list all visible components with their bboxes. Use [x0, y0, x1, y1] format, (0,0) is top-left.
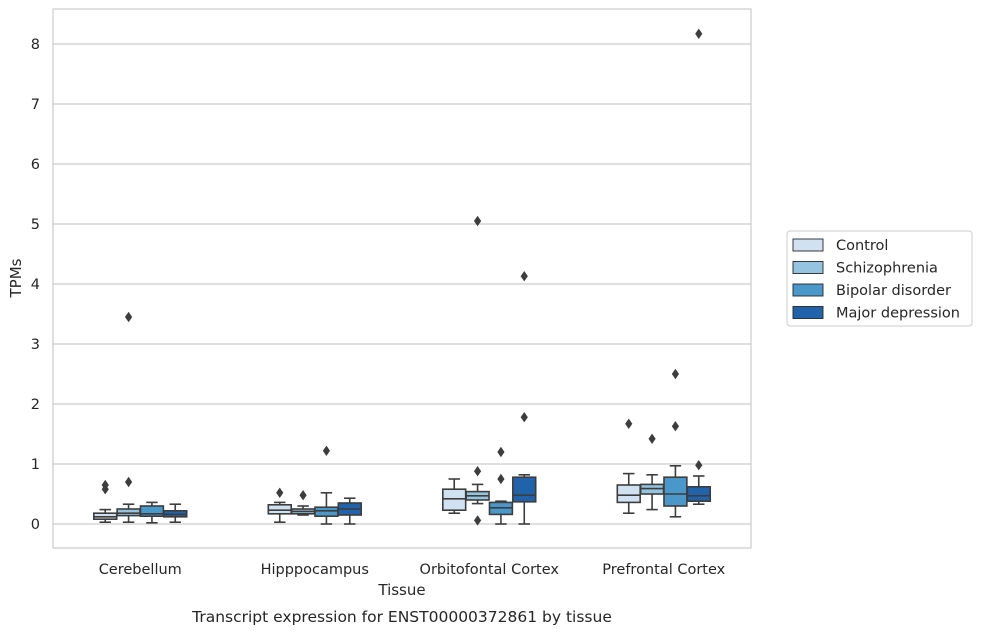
outlier-point: [473, 215, 482, 227]
y-tick-label: 4: [31, 277, 40, 293]
outlier-point: [648, 433, 656, 444]
legend-label: Control: [836, 238, 888, 254]
outlier-point: [497, 446, 505, 458]
legend-label: Bipolar disorder: [836, 283, 951, 299]
boxplot-major-depression: [163, 503, 188, 524]
box: [663, 476, 688, 507]
outlier-point: [473, 515, 482, 526]
boxplot-bipolar-disorder: [314, 445, 339, 525]
outlier-point: [101, 479, 109, 491]
y-tick-label: 7: [31, 97, 40, 113]
boxplot-major-depression: [686, 28, 711, 506]
legend-frame: [786, 230, 973, 327]
chart-caption: Transcript expression for ENST0000037286…: [191, 608, 612, 626]
y-axis-label: TPMs: [7, 258, 25, 298]
outlier-point: [124, 311, 133, 323]
boxplot-bipolar-disorder: [488, 446, 514, 525]
box: [116, 508, 141, 517]
legend-label: Major depression: [836, 306, 960, 322]
boxplot-control: [93, 479, 118, 524]
outlier-point: [473, 466, 482, 477]
y-tick-label: 0: [31, 517, 40, 533]
boxplot-control: [267, 487, 292, 524]
y-tick-label: 2: [31, 397, 40, 413]
boxplot-major-depression: [337, 497, 362, 525]
boxplot-bipolar-disorder: [663, 368, 688, 518]
boxplot-schizophrenia: [465, 215, 490, 526]
boxplot-control: [616, 418, 641, 515]
boxplot-schizophrenia: [290, 490, 316, 516]
outlier-point: [625, 418, 633, 429]
boxplot-schizophrenia: [116, 311, 141, 524]
legend-swatch: [792, 261, 824, 274]
legend-swatch: [792, 238, 824, 252]
box: [314, 506, 339, 518]
y-tick-label: 5: [31, 217, 40, 233]
legend-swatch: [792, 283, 824, 297]
outlier-point: [322, 445, 331, 456]
legend-label: Schizophrenia: [836, 261, 938, 277]
outlier-point: [276, 487, 284, 498]
y-tick-label: 3: [31, 337, 40, 353]
outlier-point: [695, 460, 703, 471]
outlier-point: [299, 490, 307, 501]
box: [442, 488, 467, 512]
x-tick-label: Hipppocampus: [261, 562, 369, 578]
y-tick-label: 8: [31, 37, 40, 53]
x-axis-label: Tissue: [377, 581, 425, 599]
x-tick-label: Prefrontal Cortex: [602, 562, 725, 578]
boxplot-bipolar-disorder: [139, 501, 165, 524]
boxplot-major-depression: [512, 271, 537, 525]
outlier-point: [497, 473, 505, 485]
box: [512, 476, 537, 503]
y-tick-label: 1: [31, 457, 40, 473]
x-tick-labels: Cerebellum Hipppocampus Orbitofontal Corte…: [99, 562, 726, 578]
boxplots: [93, 28, 711, 526]
legend: Control Schizophrenia Bipolar disorder Majo…: [786, 230, 973, 327]
outlier-point: [124, 476, 133, 488]
plot-frame: [52, 8, 752, 549]
legend-swatch: [792, 306, 824, 319]
y-tick-label: 6: [31, 157, 40, 173]
box: [267, 503, 292, 515]
y-tick-labels: 0 1 2 3 4 5 6 7 8: [31, 37, 40, 533]
x-tick-label: Cerebellum: [99, 562, 182, 578]
outlier-point: [671, 421, 680, 432]
box: [686, 485, 711, 502]
boxplot-control: [442, 478, 467, 515]
box: [616, 484, 641, 504]
outlier-point: [520, 271, 528, 282]
gridlines: [53, 43, 751, 525]
boxplot-schizophrenia: [639, 433, 665, 511]
outlier-point: [520, 412, 528, 423]
box: [139, 505, 165, 517]
outlier-point: [671, 368, 680, 380]
x-tick-label: Orbitofontal Cortex: [420, 562, 560, 578]
outlier-point: [695, 28, 703, 39]
